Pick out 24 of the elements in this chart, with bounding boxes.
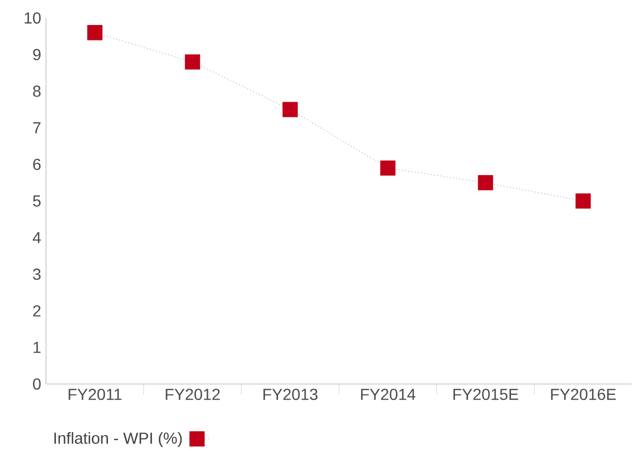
point — [380, 160, 396, 176]
x-tick-label: FY2011 — [68, 388, 122, 400]
x-tick-label: FY2012 — [166, 388, 220, 400]
y-tick-label: 6 — [33, 158, 41, 170]
point — [87, 25, 102, 40]
y-tick-label: 10 — [24, 12, 41, 24]
point — [184, 54, 200, 70]
point — [478, 175, 494, 190]
y-tick-label: 2 — [33, 305, 40, 316]
x-tick-label: FY2016E — [551, 388, 616, 400]
y-tick-label: 4 — [32, 232, 41, 244]
legend-label: Inflation - WPI (%) — [54, 432, 182, 447]
y-tick-label: 3 — [33, 268, 41, 280]
x-tick-label: FY2014 — [361, 388, 416, 400]
y-tick-label: 8 — [33, 86, 41, 97]
y-tick-label: 0 — [33, 378, 41, 390]
y-tick-label: 9 — [33, 48, 41, 60]
y-tick-label: 5 — [33, 195, 41, 207]
point — [576, 193, 591, 209]
x-tick-label: FY2015E — [453, 388, 518, 400]
x-tick-label: FY2013 — [263, 388, 318, 400]
y-tick-label: 1 — [34, 342, 41, 353]
point — [282, 102, 298, 118]
y-tick-label: 7 — [33, 122, 40, 134]
